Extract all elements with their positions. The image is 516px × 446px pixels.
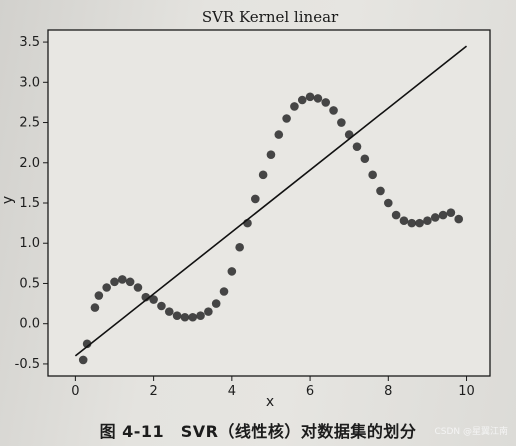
- data-point: [180, 312, 190, 322]
- data-point: [149, 295, 158, 304]
- y-tick-label: 2.5: [19, 116, 40, 131]
- x-tick-label: 4: [228, 384, 236, 399]
- data-point: [219, 287, 229, 296]
- data-point: [360, 154, 370, 164]
- y-tick-label: -0.5: [15, 357, 40, 372]
- data-point: [235, 242, 244, 252]
- data-point: [297, 95, 307, 105]
- data-point: [352, 142, 362, 151]
- data-point: [313, 94, 323, 103]
- data-point: [172, 311, 182, 320]
- data-point: [164, 307, 174, 316]
- data-point: [188, 312, 198, 322]
- data-point: [430, 213, 440, 222]
- x-axis-label: x: [266, 394, 274, 410]
- figure-caption: 图 4-11 SVR（线性核）对数据集的划分: [99, 422, 417, 441]
- data-point: [399, 216, 409, 226]
- data-point: [90, 303, 100, 312]
- x-tick-label: 2: [149, 384, 157, 399]
- data-point: [407, 218, 417, 228]
- data-point: [454, 214, 464, 224]
- data-point: [329, 106, 338, 115]
- y-tick-label: 1.5: [19, 196, 40, 211]
- data-point: [157, 301, 166, 311]
- y-tick-label: 1.0: [19, 236, 40, 251]
- data-point: [415, 218, 424, 228]
- data-point: [305, 92, 315, 102]
- y-tick-label: 3.5: [19, 35, 40, 50]
- ticks: 0 2 4 6 8 10 -0.5 0.0 0.5 1.0 1.5 2.0 2.5 3.0 3.5: [15, 35, 475, 399]
- data-point: [227, 267, 237, 276]
- data-point: [251, 194, 260, 204]
- regression-line: [74, 45, 468, 357]
- y-axis-label: y: [0, 196, 16, 204]
- data-point: [204, 307, 213, 316]
- data-point: [438, 210, 448, 220]
- data-point: [110, 277, 119, 287]
- y-tick-label: 2.0: [19, 156, 40, 171]
- data-point: [384, 198, 393, 208]
- data-point: [266, 150, 276, 160]
- y-tick-label: 0.0: [19, 317, 40, 332]
- watermark: CSDN @星翼江南: [434, 427, 508, 437]
- data-point: [391, 210, 401, 220]
- data-point: [211, 299, 221, 308]
- data-point: [290, 102, 299, 111]
- chart-marks: [74, 45, 468, 365]
- data-point: [196, 311, 205, 320]
- data-point: [125, 277, 135, 287]
- data-point: [82, 339, 92, 349]
- data-point: [78, 355, 88, 365]
- data-point: [446, 208, 456, 217]
- data-point: [368, 170, 377, 180]
- data-point: [423, 216, 432, 226]
- y-tick-label: 3.0: [19, 75, 40, 90]
- data-point: [337, 118, 346, 127]
- data-point: [118, 275, 127, 284]
- data-point: [274, 130, 284, 139]
- data-point: [133, 283, 143, 292]
- data-point: [321, 98, 331, 107]
- x-tick-label: 0: [71, 384, 79, 399]
- chart-title: SVR Kernel linear: [202, 8, 339, 26]
- x-tick-label: 8: [384, 384, 392, 399]
- y-tick-label: 0.5: [19, 276, 40, 291]
- data-point: [94, 291, 104, 300]
- data-point: [282, 114, 291, 123]
- x-tick-label: 6: [306, 384, 314, 399]
- x-tick-label: 10: [458, 384, 475, 399]
- data-point: [102, 283, 111, 292]
- data-point: [376, 186, 385, 196]
- data-point: [258, 170, 268, 180]
